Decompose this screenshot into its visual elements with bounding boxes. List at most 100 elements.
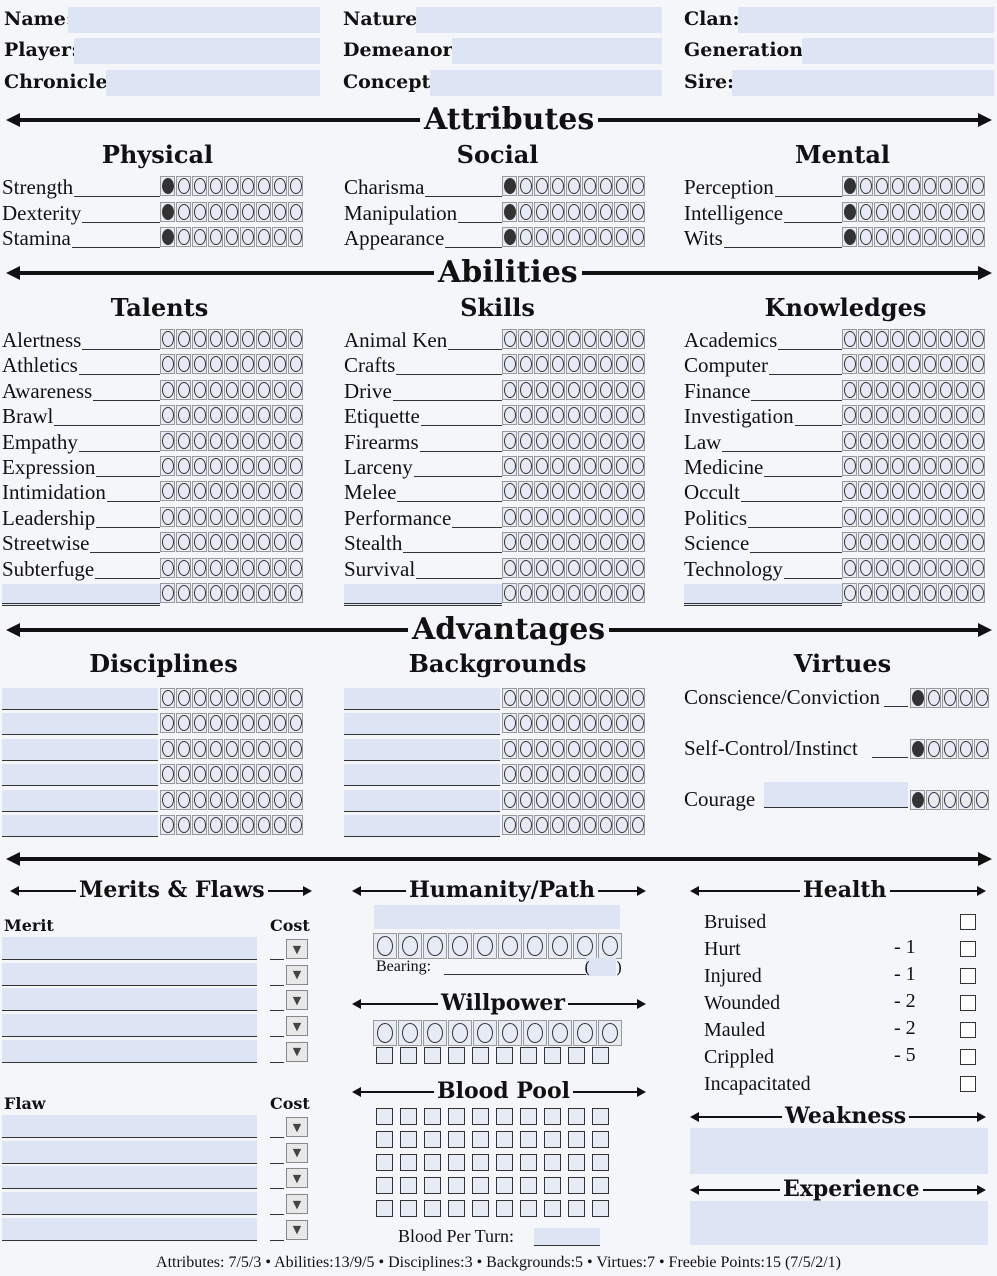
dot[interactable] (288, 815, 303, 835)
dot[interactable] (534, 583, 549, 603)
dot[interactable] (240, 688, 255, 708)
dot[interactable] (256, 201, 271, 222)
dot[interactable] (256, 688, 271, 708)
dot[interactable] (288, 506, 303, 527)
dot[interactable] (192, 354, 207, 375)
dot[interactable] (192, 688, 207, 708)
dot[interactable] (614, 481, 629, 502)
dot[interactable] (550, 379, 565, 400)
dot[interactable] (548, 1020, 572, 1046)
dot[interactable] (922, 430, 937, 451)
dot[interactable] (160, 557, 175, 578)
blood-pool-box[interactable] (544, 1108, 561, 1125)
dot[interactable] (208, 176, 223, 196)
dot[interactable] (256, 532, 271, 553)
dot[interactable] (630, 738, 645, 759)
dot[interactable] (240, 738, 255, 759)
dot[interactable] (582, 201, 597, 222)
dot[interactable] (272, 201, 287, 222)
dot[interactable] (176, 532, 191, 553)
dot[interactable] (614, 815, 629, 835)
dot[interactable] (398, 933, 422, 959)
dot[interactable] (176, 456, 191, 476)
dot[interactable] (272, 379, 287, 400)
dot[interactable] (256, 456, 271, 476)
dot[interactable] (208, 764, 223, 785)
dot[interactable] (550, 354, 565, 375)
dot[interactable] (160, 176, 175, 196)
dot[interactable] (954, 430, 969, 451)
dot[interactable] (874, 329, 889, 349)
dot[interactable] (240, 379, 255, 400)
health-checkbox[interactable] (960, 995, 976, 1011)
dot[interactable] (240, 201, 255, 222)
dot[interactable] (906, 583, 921, 603)
dot[interactable] (906, 456, 921, 476)
dot[interactable] (272, 176, 287, 196)
dot[interactable] (518, 789, 533, 810)
dot[interactable] (630, 481, 645, 502)
dot[interactable] (534, 815, 549, 835)
dot[interactable] (208, 227, 223, 247)
dot[interactable] (954, 201, 969, 222)
dot[interactable] (192, 583, 207, 603)
dot[interactable] (502, 405, 517, 426)
dot[interactable] (858, 176, 873, 196)
dot[interactable] (922, 405, 937, 426)
dot[interactable] (598, 1020, 622, 1046)
background-name-field[interactable] (344, 789, 500, 812)
dot[interactable] (256, 738, 271, 759)
background-name-field[interactable] (344, 764, 500, 787)
dot[interactable] (176, 176, 191, 196)
dot[interactable] (208, 379, 223, 400)
dot[interactable] (518, 456, 533, 476)
dot[interactable] (502, 329, 517, 349)
dot[interactable] (208, 532, 223, 553)
blood-pool-box[interactable] (376, 1108, 393, 1125)
dot[interactable] (970, 405, 985, 426)
dot[interactable] (272, 815, 287, 835)
bearing-field[interactable] (586, 958, 616, 976)
dot[interactable] (192, 405, 207, 426)
dot[interactable] (502, 815, 517, 835)
dot[interactable] (970, 456, 985, 476)
dot[interactable] (192, 738, 207, 759)
dot[interactable] (534, 532, 549, 553)
blood-pool-box[interactable] (592, 1108, 609, 1125)
dot[interactable] (288, 227, 303, 247)
dot[interactable] (922, 176, 937, 196)
dot[interactable] (523, 933, 547, 959)
dot[interactable] (582, 329, 597, 349)
dot[interactable] (954, 532, 969, 553)
dot[interactable] (208, 713, 223, 734)
blood-pool-box[interactable] (544, 1154, 561, 1171)
dot[interactable] (910, 790, 925, 810)
flaw-field[interactable] (2, 1217, 257, 1241)
dot[interactable] (906, 532, 921, 553)
blood-pool-box[interactable] (472, 1177, 489, 1194)
dot[interactable] (240, 557, 255, 578)
dot[interactable] (938, 405, 953, 426)
dot[interactable] (890, 583, 905, 603)
dot[interactable] (614, 201, 629, 222)
dot[interactable] (566, 738, 581, 759)
dot[interactable] (208, 789, 223, 810)
dot[interactable] (954, 456, 969, 476)
blood-pool-box[interactable] (544, 1200, 561, 1217)
dot[interactable] (858, 329, 873, 349)
dot[interactable] (534, 557, 549, 578)
dot[interactable] (938, 430, 953, 451)
dot[interactable] (192, 713, 207, 734)
dot[interactable] (224, 456, 239, 476)
dot[interactable] (842, 329, 857, 349)
dot[interactable] (550, 506, 565, 527)
dot[interactable] (842, 379, 857, 400)
dot[interactable] (272, 329, 287, 349)
dot[interactable] (566, 583, 581, 603)
dot[interactable] (582, 764, 597, 785)
dot[interactable] (842, 176, 857, 196)
dot[interactable] (954, 481, 969, 502)
dot[interactable] (448, 1020, 472, 1046)
dot[interactable] (256, 354, 271, 375)
dot[interactable] (224, 379, 239, 400)
